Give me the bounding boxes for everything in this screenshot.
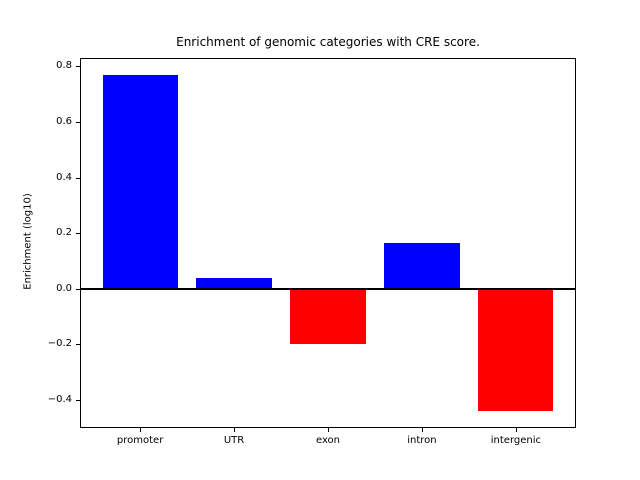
y-tick-label: 0.6 — [56, 116, 72, 128]
y-tick-label: 0.8 — [56, 60, 72, 72]
x-tick-mark — [234, 428, 236, 432]
bar-exon — [290, 288, 366, 345]
x-tick-mark — [140, 428, 142, 432]
y-tick-label: 0.4 — [56, 171, 72, 183]
y-tick-mark — [76, 233, 80, 235]
bar-UTR — [196, 277, 272, 289]
y-tick-mark — [76, 122, 80, 124]
x-tick-mark — [515, 428, 517, 432]
plot-area — [80, 58, 576, 428]
x-tick-label-promoter: promoter — [116, 435, 164, 446]
y-tick-mark — [76, 344, 80, 346]
y-tick-mark — [76, 66, 80, 68]
y-tick-label: 0.0 — [56, 282, 72, 294]
x-tick-label-exon: exon — [315, 435, 341, 446]
bar-intron — [384, 243, 460, 289]
bar-intergenic — [478, 288, 554, 412]
bar-promoter — [102, 74, 178, 289]
y-tick-label: 0.2 — [56, 227, 72, 239]
y-tick-label: −0.4 — [47, 394, 72, 406]
x-tick-mark — [328, 428, 329, 432]
x-tick-label-intron: intron — [407, 435, 437, 446]
y-tick-mark — [76, 400, 80, 402]
x-tick-label-UTR: UTR — [223, 435, 245, 446]
x-tick-mark — [421, 428, 423, 432]
y-tick-mark — [76, 177, 80, 179]
zero-line — [81, 287, 575, 290]
y-tick-label: −0.2 — [47, 338, 72, 350]
x-tick-label-intergenic: intergenic — [490, 435, 541, 446]
chart-title: Enrichment of genomic categories with CR… — [176, 35, 480, 49]
y-tick-mark — [76, 288, 80, 290]
